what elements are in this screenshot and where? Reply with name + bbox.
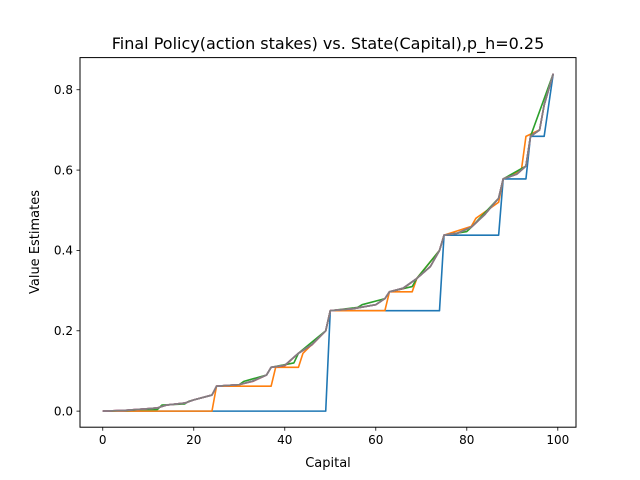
y-tick-label: 0.8 — [54, 83, 73, 97]
x-axis: 0 20 40 60 80 100 — [99, 427, 569, 447]
series-layer — [102, 73, 555, 412]
series-line-2 — [102, 73, 555, 412]
x-axis-label: Capital — [305, 456, 351, 471]
x-tick-label: 20 — [186, 433, 201, 447]
x-tick-label: 40 — [277, 433, 292, 447]
y-axis-label: Value Estimates — [28, 190, 43, 294]
y-tick-label: 0.6 — [54, 163, 73, 177]
y-tick-label: 0.2 — [54, 324, 73, 338]
y-tick-label: 0.0 — [54, 404, 73, 418]
chart-title: Final Policy(action stakes) vs. State(Ca… — [112, 34, 545, 54]
series-line-8 — [102, 73, 555, 412]
y-tick-label: 0.4 — [54, 244, 73, 258]
y-axis: 0.0 0.2 0.4 0.6 0.8 — [54, 83, 80, 418]
x-tick-label: 100 — [546, 433, 569, 447]
x-tick-label: 60 — [368, 433, 383, 447]
x-tick-label: 80 — [459, 433, 474, 447]
x-tick-label: 0 — [99, 433, 107, 447]
series-line-1 — [102, 73, 555, 412]
plot-frame — [79, 57, 577, 428]
